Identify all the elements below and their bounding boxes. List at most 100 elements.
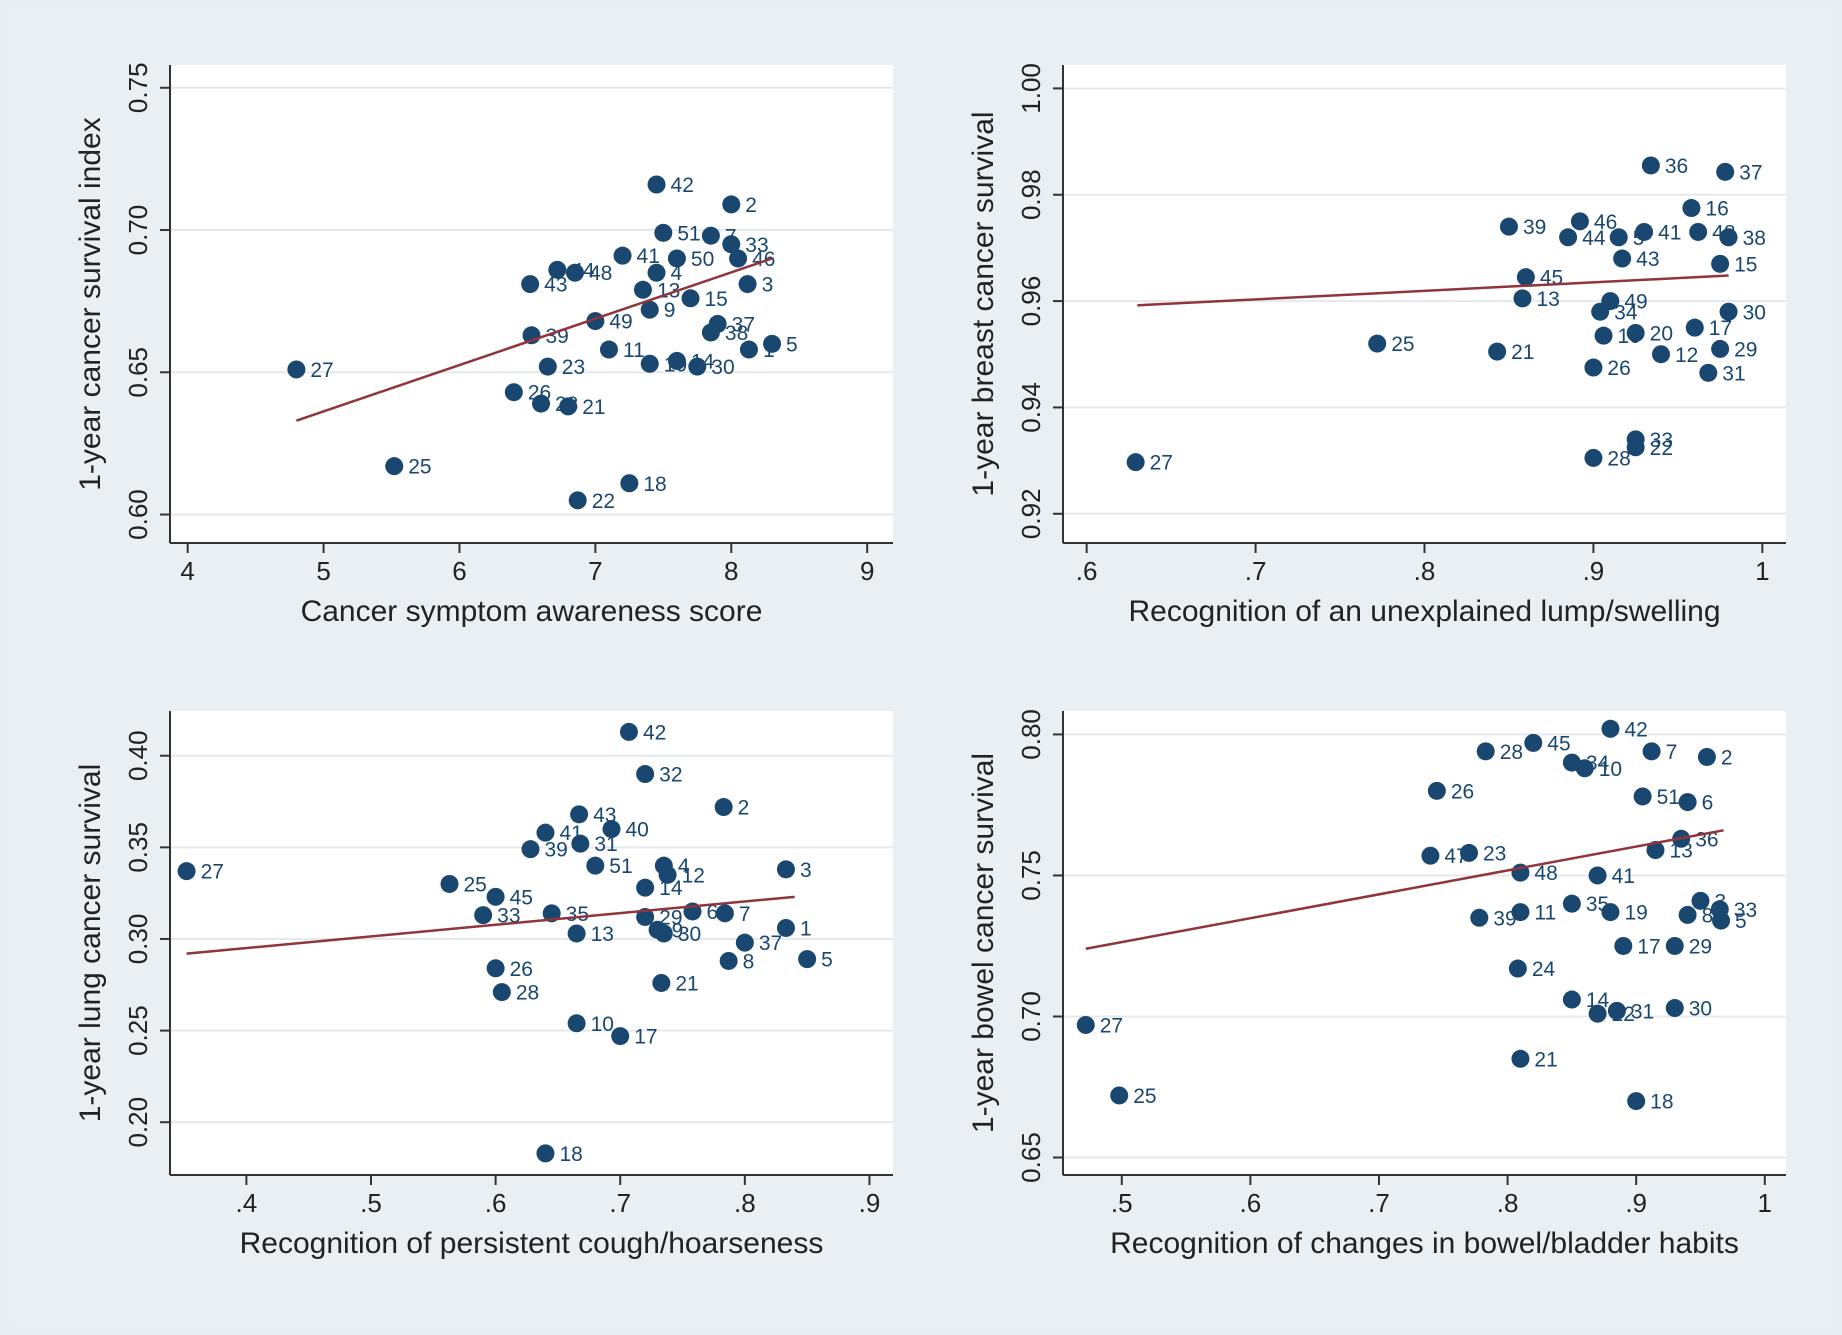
point-label: 37 [759,932,782,955]
fit-line [1137,274,1729,307]
point [536,823,555,842]
x-tick-label: 6 [452,556,466,586]
point-label: 28 [555,393,578,416]
point-label: 13 [1536,288,1559,311]
point-label: 3 [800,859,812,882]
point [1126,453,1145,472]
point [570,805,589,824]
point-label: 2 [745,194,757,217]
point [1516,268,1535,287]
point [1719,302,1738,321]
point-label: 26 [1451,780,1474,803]
point-label: 46 [752,248,775,271]
point-label: 1 [800,918,812,941]
plot-area [170,711,893,1175]
x-tick-label: 9 [860,556,874,586]
point [688,357,707,376]
point [1635,222,1654,241]
point [1584,448,1603,467]
point [633,280,652,299]
point [538,357,557,376]
point-label: 8 [1702,904,1714,927]
point-label: 15 [705,288,728,311]
point-label: 41 [637,245,660,268]
point [568,491,587,510]
point [647,263,666,282]
point-label: 33 [745,234,768,257]
point-label: 10 [1599,758,1622,781]
point [1570,212,1589,231]
y-tick-label: 0.25 [123,1005,153,1056]
point [714,798,733,817]
point [486,887,505,906]
point-label: 26 [1607,357,1630,380]
point [1609,228,1628,247]
point-label: 30 [678,923,701,946]
point [611,1027,630,1046]
point-label: 27 [201,861,224,884]
point [1421,846,1440,865]
point [619,722,638,741]
point [719,951,738,970]
point-label: 3 [762,274,774,297]
point [1642,742,1661,761]
y-tick-label: 0.65 [123,347,153,398]
point [571,834,590,853]
point-label: 7 [739,903,751,926]
point-label: 14 [691,350,715,373]
x-tick-label: .7 [1368,1188,1390,1218]
point [1470,908,1489,927]
point-label: 15 [1734,253,1757,276]
point-label: 29 [1734,338,1757,361]
point-label: 33 [1650,429,1673,452]
y-tick-label: 0.80 [1016,709,1046,760]
x-tick-label: 8 [724,556,738,586]
x-tick-label: .9 [1583,556,1605,586]
point-label: 36 [1665,155,1688,178]
point [1594,326,1613,345]
point [1575,759,1594,778]
x-axis-title: Recognition of an unexplained lump/swell… [1128,595,1720,628]
y-tick-label: 0.75 [123,62,153,113]
point-label: 5 [1735,910,1747,933]
point [1607,1001,1626,1020]
point [1591,302,1610,321]
point-label: 9 [672,919,684,942]
point [1508,959,1527,978]
point [1476,742,1495,761]
x-tick-label: .5 [360,1188,382,1218]
fit-line [186,895,795,955]
x-tick-label: .9 [859,1188,881,1218]
point [613,246,632,265]
point [1614,936,1633,955]
x-tick-label: .6 [1240,1188,1262,1218]
x-tick-label: 1 [1755,556,1769,586]
point [1678,793,1697,812]
point-label: 49 [1624,291,1647,314]
point-label: 42 [671,174,694,197]
point-label: 33 [1734,899,1757,922]
point [486,959,505,978]
point-label: 28 [1500,741,1523,764]
y-tick-label: 0.70 [1016,991,1046,1042]
point-label: 41 [559,822,582,845]
y-tick-label: 0.30 [123,914,153,965]
point-label: 2 [1721,747,1733,770]
point-label: 40 [626,819,649,842]
point-label: 51 [609,855,632,878]
point [681,289,700,308]
x-tick-label: .8 [1497,1188,1519,1218]
point-label: 5 [786,333,798,356]
point [1711,254,1730,273]
point-label: 14 [659,877,683,900]
y-tick-label: 0.60 [123,489,153,540]
x-tick-label: 7 [588,556,602,586]
point [440,874,459,893]
y-tick-label: 0.40 [123,730,153,781]
point [654,223,673,242]
point-label: 21 [1511,341,1534,364]
y-tick-label: 0.20 [123,1097,153,1148]
point [504,383,523,402]
point [1584,358,1603,377]
point [738,275,757,294]
